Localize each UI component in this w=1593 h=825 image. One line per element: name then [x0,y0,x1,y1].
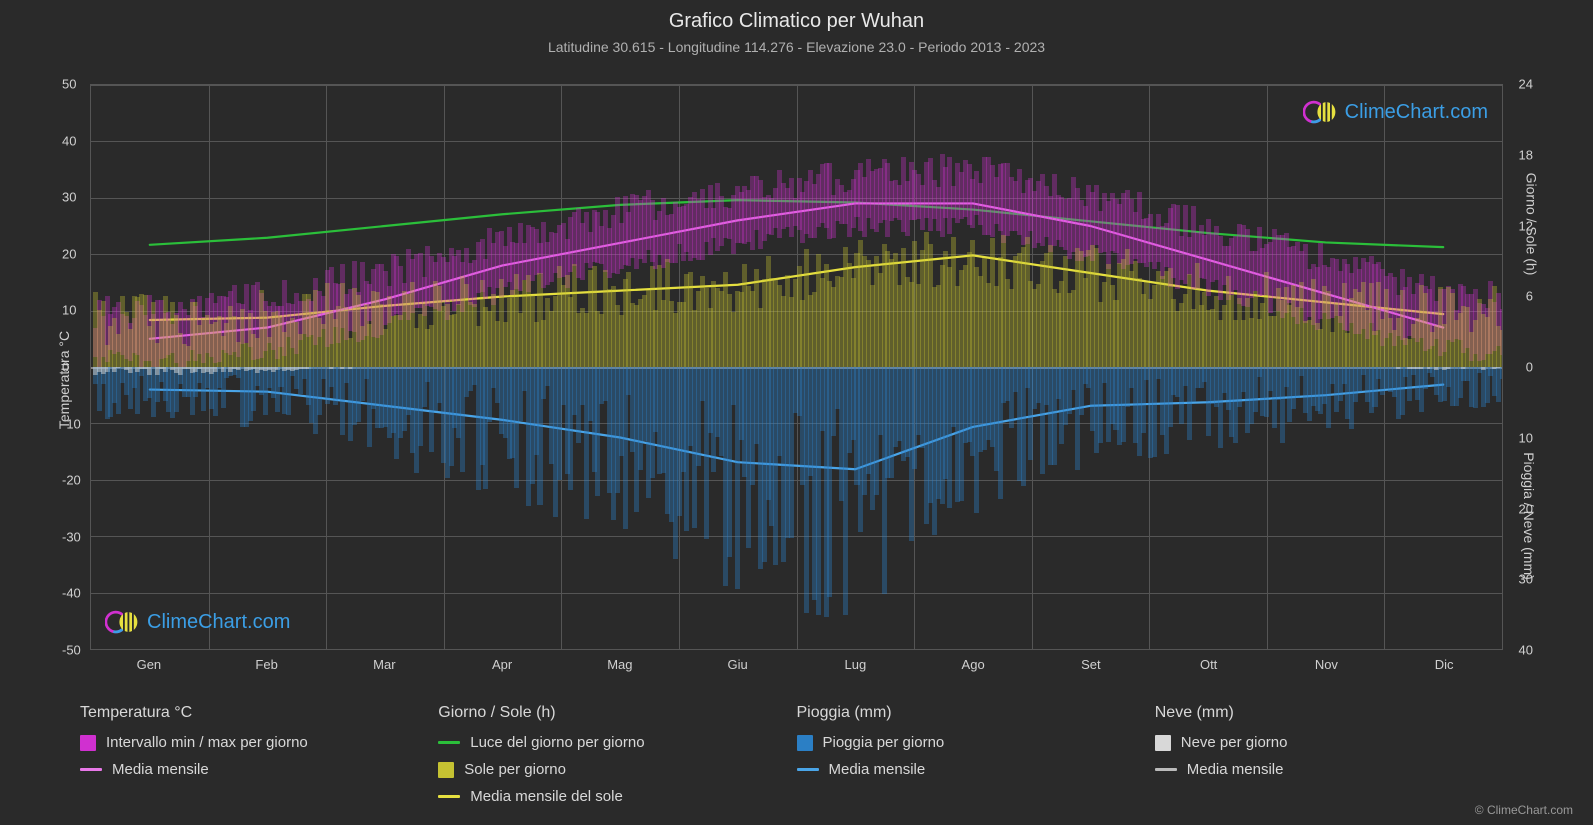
legend-swatch-line [80,768,102,771]
y-tick-right: 10 [1519,430,1533,445]
legend-label: Pioggia per giorno [823,734,945,751]
copyright-text: © ClimeChart.com [1475,803,1573,817]
chart-lines-svg [91,85,1502,649]
climechart-icon [105,609,141,635]
legend-label: Media mensile [112,761,209,778]
chart-area: Temperatura °C Giorno / Sole (h) Pioggia… [60,69,1533,690]
y-tick-left: 0 [62,360,69,375]
y-tick-left: -30 [62,529,81,544]
legend-label: Media mensile del sole [470,788,623,805]
brand-logo-bottom: ClimeChart.com [105,609,290,635]
legend-item: Media mensile [797,761,1155,778]
legend-swatch-block [438,762,454,778]
legend-label: Luce del giorno per giorno [470,734,644,751]
y-tick-left: -40 [62,586,81,601]
plot-area: ClimeChart.com ClimeChart.com [90,84,1503,650]
legend-label: Neve per giorno [1181,734,1288,751]
x-tick-month: Lug [845,657,867,672]
brand-text: ClimeChart.com [1345,101,1488,124]
x-tick-month: Set [1081,657,1101,672]
legend-item: Media mensile [1155,761,1513,778]
y-tick-left: 40 [62,133,76,148]
chart-title: Grafico Climatico per Wuhan [0,10,1593,33]
y-tick-right: 30 [1519,572,1533,587]
x-tick-month: Mar [373,657,395,672]
legend-swatch-block [1155,735,1171,751]
brand-logo-top: ClimeChart.com [1303,99,1488,125]
legend-area: Temperatura °C Intervallo min / max per g… [0,690,1593,825]
legend-column: Pioggia (mm) Pioggia per giorno Media mens… [797,704,1155,815]
legend-label: Sole per giorno [464,761,566,778]
legend-swatch-block [797,735,813,751]
y-tick-left: -20 [62,473,81,488]
legend-swatch-line [438,795,460,798]
legend-label: Media mensile [829,761,926,778]
x-tick-month: Feb [255,657,277,672]
x-tick-month: Giu [728,657,748,672]
x-tick-month: Dic [1435,657,1454,672]
legend-column: Temperatura °C Intervallo min / max per g… [80,704,438,815]
y-tick-left: 30 [62,190,76,205]
climate-chart-container: Grafico Climatico per Wuhan Latitudine 3… [0,0,1593,825]
legend-column: Neve (mm) Neve per giorno Media mensile [1155,704,1513,815]
legend-swatch-line [438,741,460,744]
legend-column: Giorno / Sole (h) Luce del giorno per gio… [438,704,796,815]
y-tick-right: 6 [1526,289,1533,304]
legend-label: Intervallo min / max per giorno [106,734,308,751]
x-tick-month: Ott [1200,657,1217,672]
y-tick-right: 40 [1519,643,1533,658]
climechart-icon [1303,99,1339,125]
legend-item: Pioggia per giorno [797,734,1155,751]
legend-swatch-line [797,768,819,771]
x-tick-month: Gen [137,657,162,672]
legend-item: Luce del giorno per giorno [438,734,796,751]
legend-title: Temperatura °C [80,704,438,722]
chart-subtitle: Latitudine 30.615 - Longitudine 114.276 … [0,39,1593,55]
legend-swatch-block [80,735,96,751]
x-tick-month: Nov [1315,657,1338,672]
grid-line-horizontal [91,649,1502,650]
y-tick-left: -50 [62,643,81,658]
y-axis-left-label: Temperatura °C [56,330,72,428]
brand-text: ClimeChart.com [147,611,290,634]
y-tick-left: 10 [62,303,76,318]
y-tick-right: 24 [1519,77,1533,92]
y-tick-right: 18 [1519,147,1533,162]
legend-label: Media mensile [1187,761,1284,778]
legend-title: Pioggia (mm) [797,704,1155,722]
legend-item: Media mensile del sole [438,788,796,805]
legend-swatch-line [1155,768,1177,771]
legend-item: Neve per giorno [1155,734,1513,751]
chart-header: Grafico Climatico per Wuhan Latitudine 3… [0,0,1593,59]
y-tick-right: 20 [1519,501,1533,516]
y-tick-right: 12 [1519,218,1533,233]
legend-title: Neve (mm) [1155,704,1513,722]
y-axis-right-bottom-label: Pioggia / Neve (mm) [1521,452,1537,580]
x-tick-month: Apr [492,657,512,672]
legend-title: Giorno / Sole (h) [438,704,796,722]
y-tick-left: 20 [62,246,76,261]
y-tick-left: 50 [62,77,76,92]
x-tick-month: Ago [962,657,985,672]
y-tick-left: -10 [62,416,81,431]
legend-item: Sole per giorno [438,761,796,778]
legend-item: Intervallo min / max per giorno [80,734,438,751]
y-tick-right: 0 [1526,360,1533,375]
legend-item: Media mensile [80,761,438,778]
x-tick-month: Mag [607,657,632,672]
